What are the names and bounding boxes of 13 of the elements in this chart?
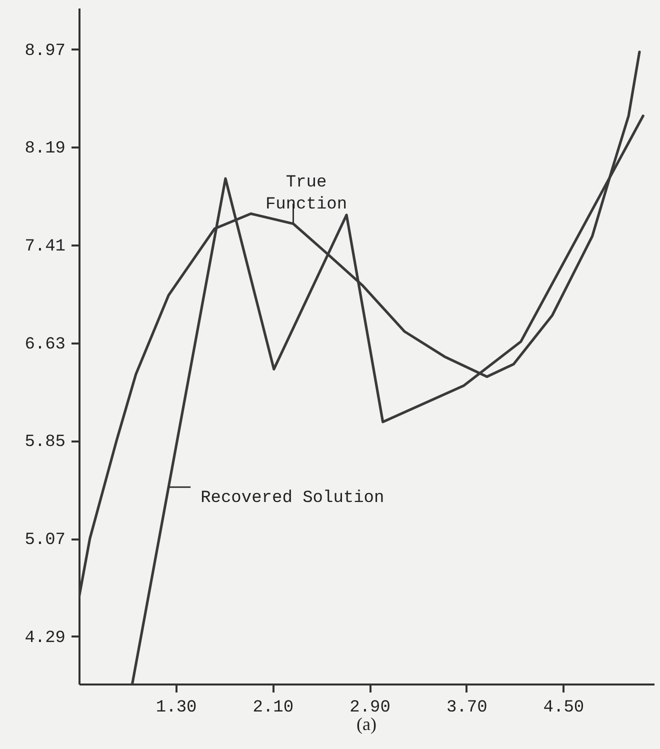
annotation: True Function [265,174,348,215]
x-tick-label: 4.50 [543,698,584,718]
y-tick-label: 4.29 [24,628,66,648]
y-tick-label: 5.85 [24,433,66,452]
x-tick-label: 2.10 [252,698,294,718]
y-tick-label: 6.63 [24,335,66,354]
y-tick-label: 5.07 [24,531,66,550]
x-tick-label: 3.70 [446,698,488,718]
x-tick-label: 1.30 [156,698,197,718]
y-tick-label: 7.41 [24,238,66,257]
y-tick-label: 8.97 [24,42,66,61]
annotation: Recovered Solution [200,489,384,508]
y-tick-label: 8.19 [24,140,66,159]
